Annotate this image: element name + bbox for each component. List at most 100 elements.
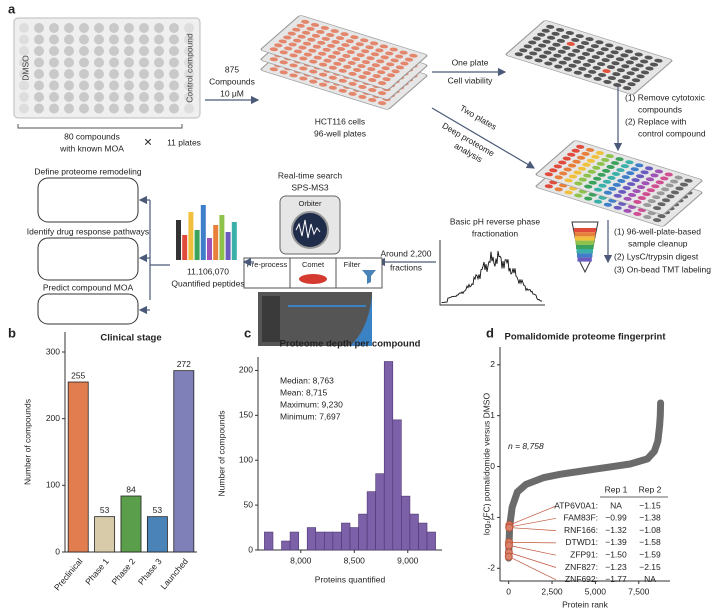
well — [94, 57, 104, 68]
well — [660, 176, 669, 181]
panel-label: b — [8, 325, 16, 340]
well — [623, 208, 632, 213]
well — [610, 161, 620, 166]
well — [34, 57, 44, 68]
well — [614, 46, 624, 51]
text: fractionation — [472, 228, 519, 238]
well — [348, 91, 357, 96]
chromatogram-axis — [439, 240, 545, 306]
highlight-point — [504, 541, 513, 550]
panel-label: d — [486, 325, 494, 340]
well — [355, 42, 364, 47]
well — [548, 57, 557, 62]
well — [79, 103, 89, 114]
well — [657, 214, 666, 219]
well — [626, 171, 635, 176]
well — [64, 46, 74, 56]
well — [109, 23, 119, 33]
well — [605, 154, 614, 159]
well — [337, 57, 346, 62]
well — [332, 50, 341, 55]
well — [328, 75, 337, 80]
table-cell: RNF166: — [564, 525, 598, 535]
text: 96-well plates — [314, 128, 366, 138]
bar — [366, 491, 376, 551]
well — [528, 40, 537, 45]
well — [591, 55, 600, 60]
well — [650, 173, 659, 178]
well — [611, 61, 620, 66]
icon-bar — [219, 215, 225, 260]
well — [610, 50, 619, 55]
y-tick-label: 2 — [490, 359, 495, 369]
well — [607, 175, 616, 180]
well — [323, 58, 332, 63]
well — [345, 39, 355, 44]
plate — [535, 140, 703, 215]
well — [64, 92, 74, 102]
well — [352, 57, 361, 62]
well — [366, 56, 375, 61]
well — [64, 69, 74, 79]
well — [368, 88, 377, 93]
well — [555, 27, 565, 32]
well — [124, 34, 134, 45]
well — [372, 74, 381, 79]
well — [558, 160, 567, 165]
y-tick-label: -1 — [487, 512, 495, 522]
well — [636, 74, 645, 79]
chromatogram — [441, 250, 543, 303]
well — [303, 52, 312, 57]
chart-title: Proteome depth per compound — [280, 339, 421, 350]
well — [575, 34, 584, 39]
well — [320, 26, 329, 30]
well — [79, 57, 89, 68]
well — [625, 160, 634, 165]
well — [661, 198, 671, 203]
value-label: 272 — [177, 359, 191, 369]
well — [350, 35, 359, 40]
well — [538, 54, 548, 59]
well — [553, 164, 562, 169]
well — [563, 67, 573, 72]
well — [519, 48, 528, 53]
well — [665, 183, 674, 188]
y-tick-label: 150 — [239, 410, 253, 420]
highlight-point — [505, 523, 514, 532]
bar — [146, 516, 168, 553]
well — [34, 34, 44, 45]
text: Quantified peptides — [171, 278, 244, 288]
well — [586, 48, 595, 53]
tube-layer — [577, 253, 593, 258]
text: Comet — [302, 260, 325, 269]
well — [331, 40, 340, 44]
well — [289, 53, 298, 58]
well — [551, 31, 560, 36]
y-tick-label: 0 — [490, 461, 495, 471]
well — [546, 24, 555, 29]
y-tick-label: 100 — [239, 454, 253, 464]
well — [631, 78, 641, 83]
text: (1) 96-well-plate-based — [614, 226, 701, 236]
well — [310, 22, 320, 27]
well — [597, 72, 607, 77]
well — [572, 59, 582, 64]
well — [169, 46, 179, 56]
well — [615, 157, 624, 162]
well — [395, 54, 404, 59]
well — [184, 34, 194, 45]
x-tick-label: 8,000 — [290, 555, 312, 565]
table-cell: −1.77 — [605, 574, 627, 584]
well — [561, 34, 570, 39]
tube-layer — [575, 240, 595, 245]
well — [606, 165, 615, 169]
well — [109, 80, 119, 91]
text: Identify drug response pathways — [27, 226, 149, 236]
well — [318, 82, 328, 87]
well — [184, 103, 194, 114]
app-box — [37, 177, 139, 223]
well — [576, 45, 585, 49]
table-cell: NA — [644, 574, 656, 584]
well — [587, 169, 596, 174]
well — [654, 58, 663, 63]
